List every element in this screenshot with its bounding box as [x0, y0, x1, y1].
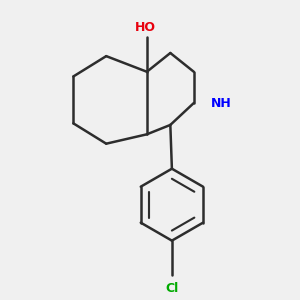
- Text: Cl: Cl: [165, 282, 178, 295]
- Text: NH: NH: [211, 97, 232, 110]
- Text: HO: HO: [135, 21, 156, 34]
